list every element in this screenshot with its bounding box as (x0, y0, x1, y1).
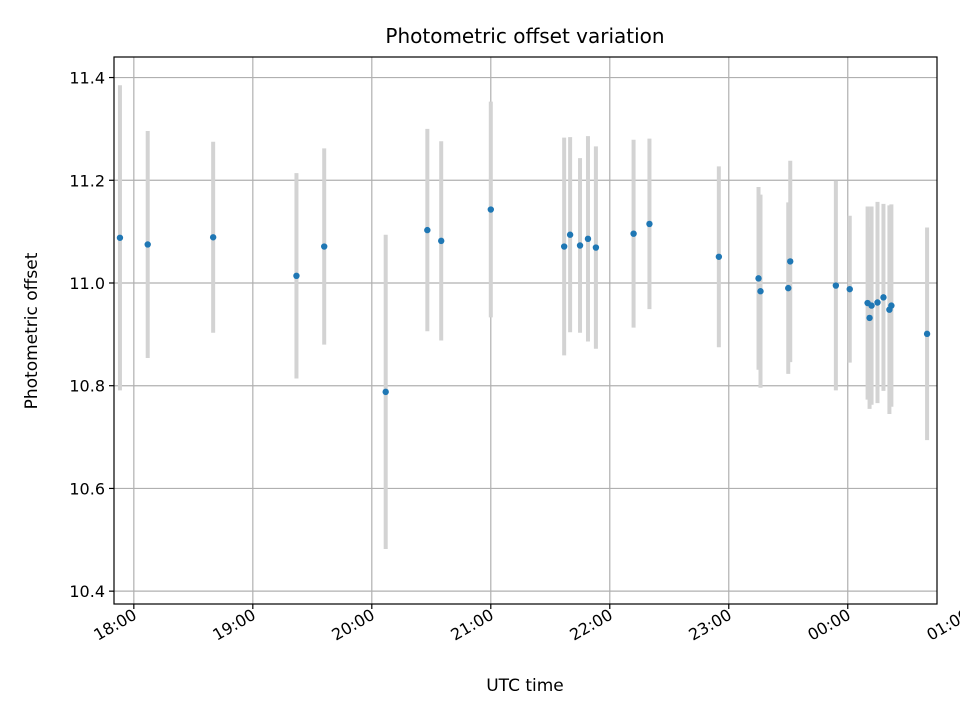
data-point (592, 244, 600, 251)
y-tick-label: 10.4 (69, 582, 105, 601)
data-point (755, 275, 762, 282)
data-point (576, 242, 584, 249)
data-point (566, 231, 574, 238)
data-point (144, 241, 151, 248)
x-tick-label: 23:00 (685, 605, 734, 645)
data-point (832, 282, 840, 289)
data-point (888, 302, 895, 309)
data-point (584, 235, 592, 243)
data-point (209, 234, 217, 241)
x-axis-label: UTC time (486, 676, 564, 696)
data-point (424, 226, 431, 234)
y-tick-label: 11.2 (69, 171, 105, 190)
x-tick-label: 19:00 (209, 605, 258, 645)
data-point (321, 243, 328, 250)
y-tick-label: 11.4 (69, 69, 105, 88)
data-point (868, 302, 875, 309)
y-tick-label: 11.0 (69, 274, 105, 293)
data-point (630, 230, 637, 237)
data-point (382, 388, 389, 396)
y-tick-label: 10.8 (69, 377, 105, 396)
x-axis-ticks: 18:00 19:00 20:00 21:00 22:00 23:00 00:00 01:00 (90, 604, 960, 645)
x-tick-label: 22:00 (566, 605, 615, 645)
data-point (874, 299, 881, 306)
x-tick-label: 00:00 (804, 605, 853, 645)
data-point (785, 284, 792, 292)
data-point (487, 206, 494, 213)
data-point (880, 294, 887, 301)
grid-lines (114, 57, 937, 604)
data-point (923, 330, 931, 338)
y-tick-label: 10.6 (69, 479, 105, 498)
data-point (646, 220, 653, 228)
data-point (560, 243, 568, 250)
x-tick-label: 20:00 (328, 605, 377, 645)
data-point (715, 253, 723, 260)
data-point (787, 258, 794, 265)
data-point (116, 234, 124, 241)
x-tick-label: 21:00 (447, 605, 496, 645)
data-point (757, 288, 764, 295)
y-axis-ticks: 10.4 10.6 10.8 11.0 11.2 11.4 (69, 69, 114, 601)
plot-frame (113, 56, 938, 605)
data-points (116, 206, 931, 396)
data-point (293, 272, 300, 279)
error-bars (117, 85, 930, 550)
chart-title: Photometric offset variation (385, 24, 664, 48)
data-point (846, 285, 853, 293)
x-tick-label: 18:00 (90, 605, 139, 645)
data-point (438, 237, 445, 245)
x-tick-label: 01:00 (923, 605, 960, 645)
data-point (866, 314, 873, 322)
y-axis-label: Photometric offset (22, 252, 42, 409)
